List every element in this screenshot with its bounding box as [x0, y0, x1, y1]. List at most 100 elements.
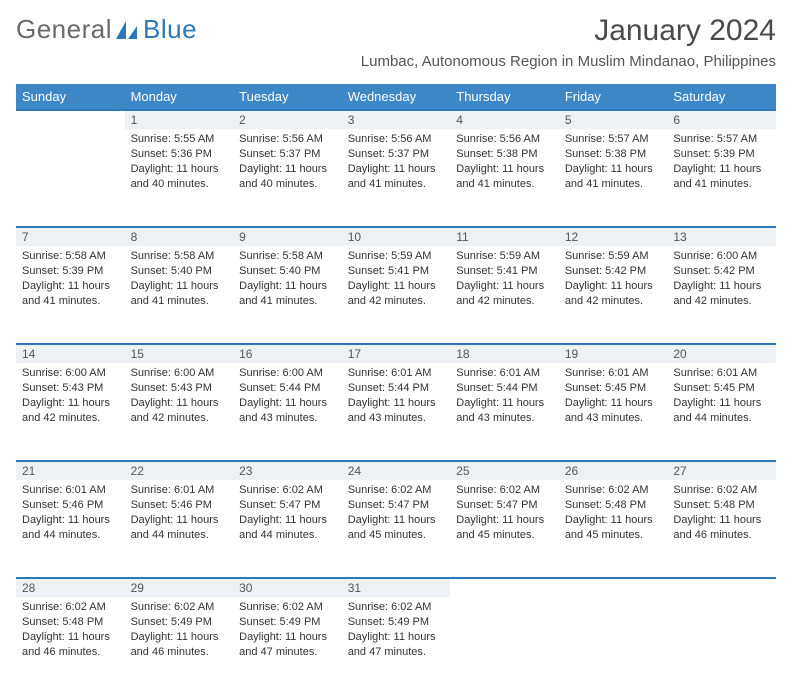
sunrise-line: Sunrise: 6:00 AM — [239, 366, 336, 381]
day-number-cell: 25 — [450, 461, 559, 480]
day-number: 18 — [456, 347, 469, 361]
day-content-cell: Sunrise: 6:00 AMSunset: 5:43 PMDaylight:… — [125, 363, 234, 461]
sunset-line: Sunset: 5:36 PM — [131, 147, 228, 162]
day-number: 7 — [22, 230, 29, 244]
sunset-line: Sunset: 5:46 PM — [22, 498, 119, 513]
day-content-cell: Sunrise: 5:56 AMSunset: 5:37 PMDaylight:… — [233, 129, 342, 227]
sunset-line: Sunset: 5:37 PM — [348, 147, 445, 162]
daylight-line: Daylight: 11 hours and 43 minutes. — [239, 396, 336, 426]
daylight-line: Daylight: 11 hours and 42 minutes. — [348, 279, 445, 309]
day-number-cell: 3 — [342, 110, 451, 129]
day-number: 19 — [565, 347, 578, 361]
day-content-cell: Sunrise: 5:59 AMSunset: 5:41 PMDaylight:… — [450, 246, 559, 344]
sunrise-line: Sunrise: 6:01 AM — [22, 483, 119, 498]
sunrise-line: Sunrise: 6:01 AM — [673, 366, 770, 381]
day-number: 24 — [348, 464, 361, 478]
day-content-cell: Sunrise: 6:01 AMSunset: 5:44 PMDaylight:… — [342, 363, 451, 461]
sunset-line: Sunset: 5:47 PM — [239, 498, 336, 513]
sunset-line: Sunset: 5:37 PM — [239, 147, 336, 162]
sunrise-line: Sunrise: 6:02 AM — [131, 600, 228, 615]
day-number: 29 — [131, 581, 144, 595]
day-number: 23 — [239, 464, 252, 478]
day-number-row: 78910111213 — [16, 227, 776, 246]
day-number: 13 — [673, 230, 686, 244]
sunrise-line: Sunrise: 5:59 AM — [565, 249, 662, 264]
day-content-row: Sunrise: 5:55 AMSunset: 5:36 PMDaylight:… — [16, 129, 776, 227]
day-number: 27 — [673, 464, 686, 478]
sunset-line: Sunset: 5:48 PM — [673, 498, 770, 513]
weekday-header: Friday — [559, 84, 668, 110]
sunrise-line: Sunrise: 5:56 AM — [456, 132, 553, 147]
sunset-line: Sunset: 5:38 PM — [565, 147, 662, 162]
day-content-cell — [16, 129, 125, 227]
day-number-cell: 22 — [125, 461, 234, 480]
day-number-cell: 9 — [233, 227, 342, 246]
day-content-cell: Sunrise: 6:02 AMSunset: 5:48 PMDaylight:… — [667, 480, 776, 578]
sunrise-line: Sunrise: 6:01 AM — [348, 366, 445, 381]
sunrise-line: Sunrise: 5:58 AM — [131, 249, 228, 264]
day-number-cell — [667, 578, 776, 597]
day-number-cell: 15 — [125, 344, 234, 363]
sunset-line: Sunset: 5:43 PM — [22, 381, 119, 396]
sunrise-line: Sunrise: 5:59 AM — [456, 249, 553, 264]
day-content-row: Sunrise: 5:58 AMSunset: 5:39 PMDaylight:… — [16, 246, 776, 344]
day-number-cell: 6 — [667, 110, 776, 129]
day-number-cell: 23 — [233, 461, 342, 480]
day-number: 6 — [673, 113, 680, 127]
day-number-cell: 14 — [16, 344, 125, 363]
day-number-row: 123456 — [16, 110, 776, 129]
sunrise-line: Sunrise: 5:57 AM — [565, 132, 662, 147]
day-number: 21 — [22, 464, 35, 478]
sunrise-line: Sunrise: 6:02 AM — [239, 483, 336, 498]
day-number: 9 — [239, 230, 246, 244]
day-number-cell: 27 — [667, 461, 776, 480]
day-number-cell: 24 — [342, 461, 451, 480]
day-number: 3 — [348, 113, 355, 127]
sails-icon — [115, 20, 141, 40]
day-content-cell: Sunrise: 6:02 AMSunset: 5:47 PMDaylight:… — [342, 480, 451, 578]
daylight-line: Daylight: 11 hours and 45 minutes. — [348, 513, 445, 543]
sunset-line: Sunset: 5:48 PM — [565, 498, 662, 513]
day-number: 30 — [239, 581, 252, 595]
day-content-cell: Sunrise: 6:01 AMSunset: 5:46 PMDaylight:… — [16, 480, 125, 578]
day-number: 1 — [131, 113, 138, 127]
day-number-cell: 26 — [559, 461, 668, 480]
sunrise-line: Sunrise: 5:59 AM — [348, 249, 445, 264]
day-number: 2 — [239, 113, 246, 127]
day-number: 15 — [131, 347, 144, 361]
daylight-line: Daylight: 11 hours and 43 minutes. — [456, 396, 553, 426]
sunrise-line: Sunrise: 5:57 AM — [673, 132, 770, 147]
day-number: 16 — [239, 347, 252, 361]
day-content-cell: Sunrise: 6:01 AMSunset: 5:46 PMDaylight:… — [125, 480, 234, 578]
daylight-line: Daylight: 11 hours and 42 minutes. — [22, 396, 119, 426]
day-number-cell — [559, 578, 668, 597]
sunset-line: Sunset: 5:44 PM — [348, 381, 445, 396]
daylight-line: Daylight: 11 hours and 41 minutes. — [456, 162, 553, 192]
day-number-cell: 1 — [125, 110, 234, 129]
day-number: 4 — [456, 113, 463, 127]
day-number-cell: 11 — [450, 227, 559, 246]
sunset-line: Sunset: 5:38 PM — [456, 147, 553, 162]
daylight-line: Daylight: 11 hours and 45 minutes. — [456, 513, 553, 543]
daylight-line: Daylight: 11 hours and 43 minutes. — [348, 396, 445, 426]
day-number-cell: 28 — [16, 578, 125, 597]
day-number: 10 — [348, 230, 361, 244]
day-number-cell: 17 — [342, 344, 451, 363]
day-content-cell: Sunrise: 5:55 AMSunset: 5:36 PMDaylight:… — [125, 129, 234, 227]
daylight-line: Daylight: 11 hours and 41 minutes. — [22, 279, 119, 309]
daylight-line: Daylight: 11 hours and 43 minutes. — [565, 396, 662, 426]
sunset-line: Sunset: 5:49 PM — [239, 615, 336, 630]
sunrise-line: Sunrise: 6:00 AM — [131, 366, 228, 381]
day-number-cell: 20 — [667, 344, 776, 363]
day-number-cell: 19 — [559, 344, 668, 363]
day-content-cell: Sunrise: 6:01 AMSunset: 5:44 PMDaylight:… — [450, 363, 559, 461]
day-content-cell: Sunrise: 5:56 AMSunset: 5:38 PMDaylight:… — [450, 129, 559, 227]
sunrise-line: Sunrise: 6:02 AM — [673, 483, 770, 498]
weekday-header-row: Sunday Monday Tuesday Wednesday Thursday… — [16, 84, 776, 110]
daylight-line: Daylight: 11 hours and 47 minutes. — [348, 630, 445, 660]
sunset-line: Sunset: 5:44 PM — [456, 381, 553, 396]
sunrise-line: Sunrise: 6:00 AM — [673, 249, 770, 264]
day-number-row: 28293031 — [16, 578, 776, 597]
sunrise-line: Sunrise: 6:00 AM — [22, 366, 119, 381]
daylight-line: Daylight: 11 hours and 42 minutes. — [673, 279, 770, 309]
